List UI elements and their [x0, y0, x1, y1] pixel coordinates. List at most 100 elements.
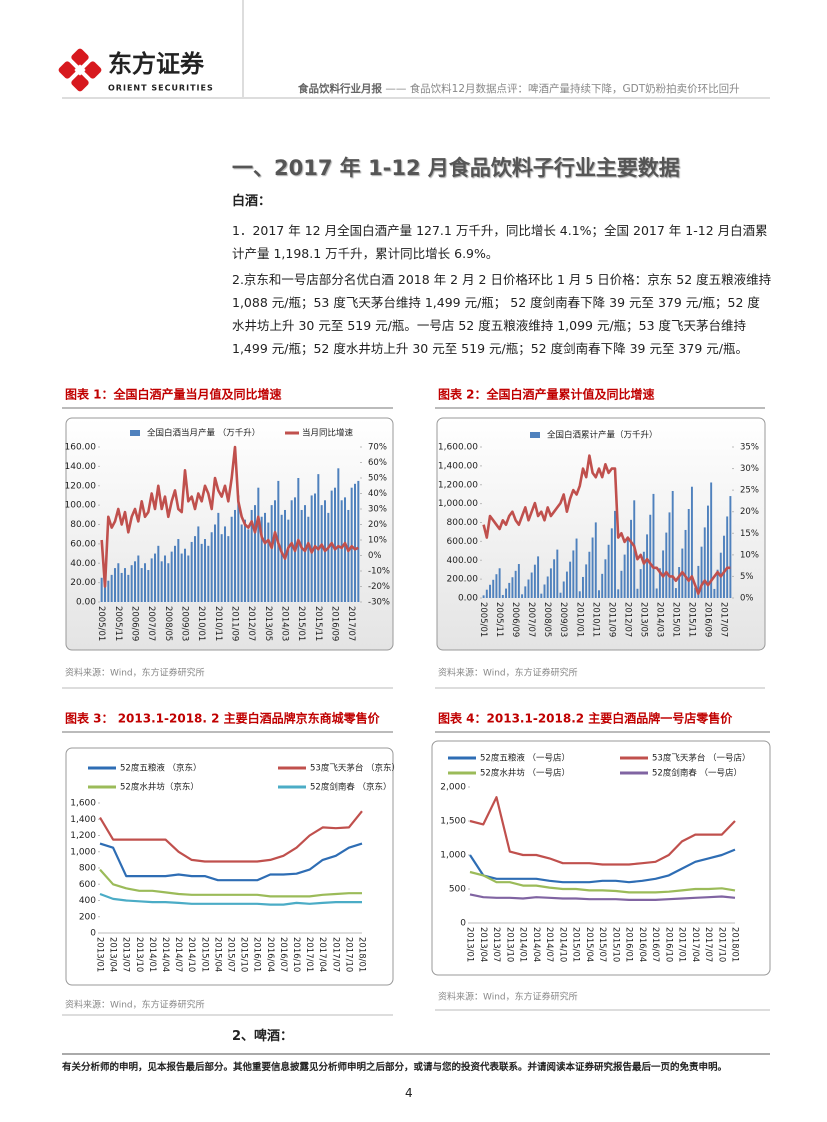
x-tick-label: 2015/11	[313, 606, 323, 641]
bar	[170, 551, 173, 602]
bar	[505, 588, 507, 598]
x-tick-label: 2016/07	[650, 927, 660, 962]
bar	[591, 537, 594, 598]
bar	[340, 500, 343, 602]
bar	[614, 510, 616, 598]
bar	[527, 579, 530, 598]
y2-tick-label: 10%	[740, 550, 759, 560]
line-series	[469, 870, 736, 894]
y-tick-label: 2,000	[440, 783, 466, 793]
bar	[204, 539, 206, 602]
bar	[703, 527, 706, 598]
bar	[350, 487, 353, 602]
subheading: 白酒：	[232, 194, 272, 209]
bar	[562, 581, 565, 598]
bar	[217, 512, 220, 602]
bar	[290, 500, 293, 602]
y-tick-label: 200	[79, 912, 96, 922]
x-tick-label: 2015/10	[610, 927, 620, 962]
bar	[260, 516, 263, 602]
x-tick-label: 2016/09	[330, 606, 340, 641]
bar	[537, 556, 540, 598]
bar	[304, 505, 306, 602]
bar	[337, 468, 340, 602]
bar	[559, 592, 562, 598]
y2-tick-label: 30%	[740, 464, 759, 474]
y-tick-label: 0	[460, 919, 466, 929]
bar	[300, 509, 303, 602]
legend-label: 53度飞天茅台 （京东）	[310, 763, 400, 774]
line-series	[469, 848, 736, 884]
legend-label: 当月同比增速	[302, 428, 354, 439]
x-tick-label: 2015/04	[212, 937, 222, 972]
x-tick-label: 2008/05	[163, 606, 173, 641]
x-tick-label: 2016/10	[291, 937, 301, 972]
x-tick-label: 2012/07	[622, 602, 632, 637]
bar	[710, 482, 713, 598]
y-tick-label: 1,600.00	[438, 443, 478, 453]
bar	[642, 551, 645, 598]
x-tick-label: 2009/03	[180, 606, 190, 641]
bar	[658, 568, 661, 598]
y2-tick-label: 40%	[368, 489, 387, 499]
line-series	[99, 868, 362, 898]
x-tick-label: 2005/01	[478, 602, 488, 637]
paragraph: 2.京东和一号店部分名优白酒 2018 年 2 月 2 日价格环比 1 月 5 …	[232, 272, 772, 356]
bar	[187, 555, 190, 602]
x-tick-label: 2016/01	[624, 927, 634, 962]
bar	[540, 593, 543, 598]
legend-label: 53度飞天茅台 （一号店）	[652, 753, 751, 764]
y-tick-label: 140.00	[65, 462, 97, 472]
bar	[649, 514, 652, 598]
x-tick-label: 2010/11	[213, 606, 223, 641]
logo-text: 东方证券	[108, 50, 205, 78]
y-tick-label: 1,000	[70, 847, 96, 857]
y-tick-label: 1,000.00	[438, 499, 478, 509]
bar	[594, 522, 597, 598]
x-tick-label: 2017/04	[690, 927, 700, 962]
report-title: 食品饮料12月数据点评：啤酒产量持续下降，GDT奶粉拍卖价环比回升	[409, 83, 740, 95]
bar	[617, 589, 620, 598]
bar	[194, 536, 196, 602]
bar	[154, 553, 156, 602]
y-tick-label: 1,600	[70, 799, 96, 809]
legend-label: 52度五粮液 （一号店）	[480, 753, 570, 764]
y-tick-label: 1,400	[70, 815, 96, 825]
x-tick-label: 2014/04	[160, 937, 170, 972]
bar	[716, 569, 719, 598]
bar	[100, 577, 103, 602]
bar	[630, 519, 632, 598]
legend-label: 全国白酒当月产量 （万千升）	[147, 428, 260, 439]
bar	[117, 563, 120, 602]
legend-label: 全国白酒累计产量（万千升）	[547, 430, 658, 441]
x-tick-label: 2005/01	[96, 606, 106, 641]
bar	[240, 524, 243, 602]
legend-swatch	[530, 432, 540, 438]
bar	[729, 496, 732, 598]
bar	[347, 509, 350, 602]
bar	[726, 516, 729, 598]
section-heading: 一、2017 年 1-12 月食品饮料子行业主要数据	[232, 156, 680, 180]
y-tick-label: 1,400.00	[438, 461, 478, 471]
x-tick-label: 2010/01	[196, 606, 206, 641]
x-tick-label: 2017/01	[304, 937, 314, 972]
bar	[197, 526, 200, 602]
chart-title: 图表 1：全国白酒产量当月值及同比增速	[65, 387, 282, 402]
x-tick-label: 2015/01	[571, 927, 581, 962]
bar	[620, 570, 623, 598]
bar	[697, 565, 700, 598]
y-tick-label: 0.00	[76, 598, 96, 608]
chart-frame	[431, 740, 771, 976]
x-tick-label: 2015/04	[584, 927, 594, 962]
bar	[147, 570, 150, 602]
bar	[200, 543, 203, 602]
report-type: 食品饮料行业月报	[298, 83, 382, 95]
line-series	[482, 454, 731, 595]
x-tick-label: 2017/07	[718, 602, 728, 637]
x-tick-label: 2013/07	[491, 927, 501, 962]
y-tick-label: 800	[79, 864, 96, 874]
x-tick-label: 2017/04	[317, 937, 327, 972]
x-tick-label: 2017/10	[716, 927, 726, 962]
bar	[230, 516, 233, 602]
bar	[684, 529, 687, 598]
